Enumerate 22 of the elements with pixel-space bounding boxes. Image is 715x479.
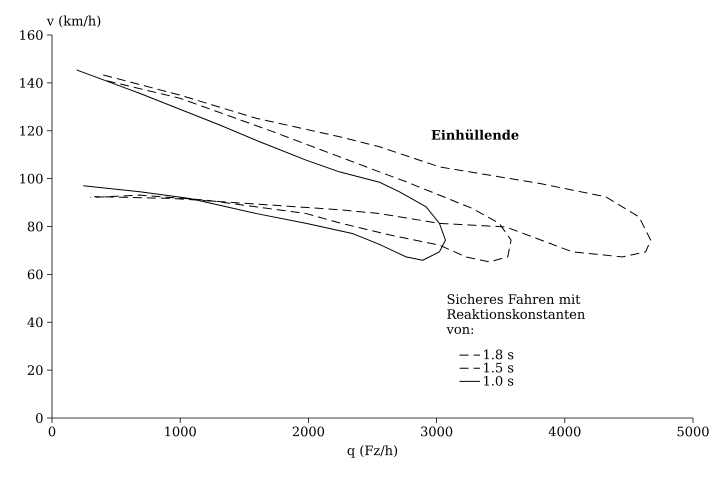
y-tick-label: 100: [20, 174, 43, 184]
x-tick-label: 5000: [678, 426, 709, 436]
x-tick-label: 0: [48, 426, 56, 436]
legend-label: 1.5 s: [484, 362, 514, 373]
y-tick-label: 80: [28, 222, 43, 232]
legend-label: 1.0 s: [484, 376, 514, 386]
legend-title: Sicheres Fahren mit Reaktionskonstanten von:: [446, 294, 585, 334]
x-tick-label: 4000: [548, 426, 580, 436]
y-tick-label: 160: [20, 30, 43, 40]
y-tick-label: 20: [28, 365, 43, 376]
x-tick-label: 2000: [292, 426, 324, 436]
y-axis-title: v (km/h): [46, 16, 100, 28]
annotation: Einhüllende: [432, 129, 519, 140]
y-tick-label: 40: [27, 317, 43, 328]
legend-label: 1.8 s: [484, 350, 514, 360]
x-tick-label: 1000: [165, 426, 196, 436]
y-tick-label: 140: [20, 78, 43, 88]
x-tick-label: 3000: [421, 426, 452, 436]
y-tick-label: 60: [28, 269, 43, 280]
y-tick-label: 120: [20, 126, 43, 136]
x-axis-title: q (Fz/h): [348, 445, 398, 458]
y-tick-label: 0: [36, 413, 43, 423]
